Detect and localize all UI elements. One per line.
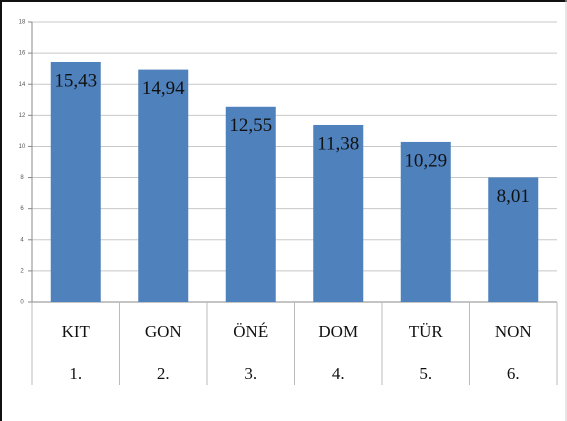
data-label: 11,38 <box>317 133 359 154</box>
y-tick-label: 12 <box>19 113 26 119</box>
data-label: 15,43 <box>54 70 97 91</box>
y-tick-label: 8 <box>20 175 24 181</box>
x-sub-label: 3. <box>244 364 257 383</box>
bar <box>225 106 276 303</box>
x-tick-label: KIT <box>62 322 91 341</box>
bar <box>138 69 189 302</box>
y-tick-label: 6 <box>20 206 24 212</box>
bar <box>50 61 101 302</box>
y-tick-label: 0 <box>20 300 24 306</box>
data-label: 10,29 <box>404 150 447 171</box>
data-label: 14,94 <box>142 78 185 99</box>
y-tick-label: 16 <box>19 51 26 57</box>
x-tick-label: GON <box>145 322 182 341</box>
data-label: 12,55 <box>229 115 272 136</box>
y-tick-label: 4 <box>20 237 24 243</box>
x-sub-label: 4. <box>332 364 345 383</box>
data-label: 8,01 <box>497 186 530 207</box>
x-sub-label: 6. <box>507 364 520 383</box>
y-tick-label: 2 <box>20 268 24 274</box>
y-tick-label: 18 <box>19 20 26 26</box>
x-sub-label: 2. <box>157 364 170 383</box>
x-tick-label: TÜR <box>409 322 444 341</box>
x-tick-label: NON <box>495 322 532 341</box>
x-tick-label: DOM <box>318 322 358 341</box>
x-sub-label: 1. <box>69 364 82 383</box>
y-tick-label: 14 <box>19 82 26 88</box>
x-sub-label: 5. <box>419 364 432 383</box>
x-tick-label: ÖNÉ <box>233 322 268 341</box>
bar <box>313 124 364 302</box>
y-tick-label: 10 <box>19 144 26 150</box>
bar <box>488 177 539 302</box>
bar <box>400 141 451 302</box>
